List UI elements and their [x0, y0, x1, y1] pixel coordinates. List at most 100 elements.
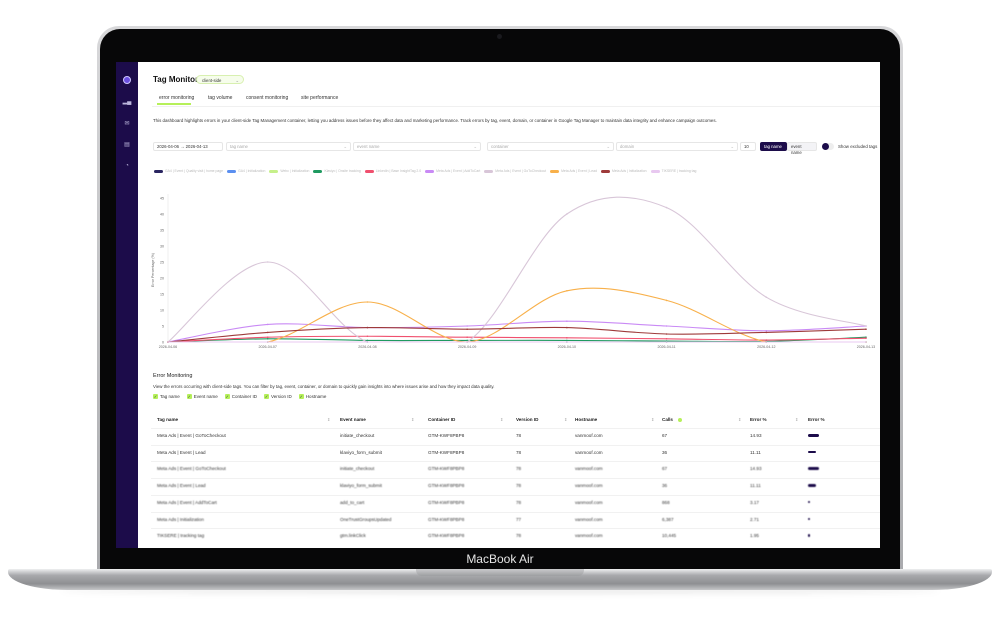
toggle-container-id[interactable]: ✓ Container ID: [224, 394, 258, 400]
legend-item[interactable]: LinkedIn | Base InsightTag 2.0: [364, 169, 421, 173]
show-excluded-toggle[interactable]: [822, 143, 834, 150]
data-point: [366, 326, 369, 329]
cell-version: 77: [516, 516, 522, 522]
cell-container: GTM-KWF8PBP8: [428, 516, 465, 522]
cell-tag: Meta Ads | Initialization: [157, 516, 204, 522]
sort-icon[interactable]: ⇕: [500, 417, 504, 422]
y-tick-label: 45: [160, 196, 164, 200]
col-error-pct[interactable]: Error %: [750, 417, 767, 422]
col-calls[interactable]: Calls: [662, 417, 673, 422]
cell-calls: 10,445: [662, 533, 677, 539]
cell-event: OneTrustGroupsUpdated: [340, 516, 392, 522]
data-point: [566, 213, 568, 215]
data-point: [665, 338, 668, 340]
chart-legend: GA4 | Event | Quality visit | home page G…: [154, 169, 696, 173]
event-name-filter[interactable]: event name ⌄: [353, 142, 481, 151]
legend-swatch: [600, 169, 610, 173]
legend-item[interactable]: Meta Ads | Event | Lead: [550, 169, 597, 173]
tab-tag-volume[interactable]: tag volume: [208, 95, 233, 101]
data-point: [765, 339, 768, 341]
check-icon: ✓: [264, 394, 270, 400]
group-by-tag-name[interactable]: tag name: [760, 142, 787, 151]
legend-swatch: [650, 169, 660, 173]
series-line: [168, 287, 866, 343]
legend-item[interactable]: Meta Ads | Event | GoToCheckout: [484, 169, 546, 173]
legend-item[interactable]: Klaviyo | Onsite tracking: [313, 169, 361, 173]
col-version-id[interactable]: Version ID: [516, 417, 539, 422]
col-hostname[interactable]: Hostname: [575, 417, 598, 422]
col-tag-name[interactable]: Tag name: [157, 417, 179, 422]
tab-site-performance[interactable]: site performance: [301, 95, 339, 101]
col-container-id[interactable]: Container ID: [428, 417, 456, 422]
sort-icon[interactable]: ⇕: [327, 417, 331, 422]
column-toggles: ✓ Tag name ✓ Event name ✓ Container ID ✓ Ver…: [153, 394, 327, 400]
chevron-down-icon: ⌄: [473, 144, 477, 149]
y-axis-label: Error Percentage (%): [151, 253, 155, 287]
error-bar: [808, 434, 819, 437]
sort-icon[interactable]: ⇕: [795, 417, 799, 422]
date-range-picker[interactable]: 2026-04-06 → 2026-04-13: [153, 142, 223, 151]
data-point: [665, 325, 668, 327]
screen: ▂▄ ✉ ▤ ◔ Tag Monitor client-side ⌄ error …: [116, 62, 880, 548]
cell-calls: 67: [662, 433, 668, 438]
mail-icon[interactable]: ✉: [124, 121, 130, 127]
domain-filter[interactable]: domain ⌄: [616, 142, 738, 151]
row-divider: [151, 494, 880, 496]
col-event-name[interactable]: Event name: [340, 417, 366, 422]
legend-swatch: [364, 169, 374, 173]
data-point: [665, 341, 668, 343]
legend-item[interactable]: GA4 | Event | Quality visit | home page: [154, 169, 223, 173]
chevron-down-icon: ⌄: [606, 144, 610, 149]
legend-swatch: [313, 169, 323, 173]
limit-select[interactable]: 10: [740, 142, 756, 151]
cell-error: 14.93: [750, 466, 762, 472]
x-tick-label: 2026-04-11: [658, 345, 676, 349]
data-point: [665, 333, 668, 335]
toggle-hostname[interactable]: ✓ Hostname: [298, 394, 327, 400]
col-error-bar[interactable]: Error %: [808, 417, 825, 422]
gauge-icon[interactable]: ◔: [125, 163, 129, 169]
sort-icon[interactable]: ⇕: [564, 417, 568, 422]
tag-name-filter[interactable]: tag name ⌄: [226, 142, 351, 151]
data-point: [566, 341, 568, 343]
cell-error: 11.11: [750, 483, 761, 489]
cell-calls: 868: [662, 499, 670, 505]
chevron-down-icon: ⌄: [730, 144, 734, 149]
toggle-version-id[interactable]: ✓ Version ID: [264, 394, 292, 400]
row-divider: [151, 511, 880, 513]
legend-item[interactable]: GA4 | Initialization: [227, 169, 265, 173]
clipboard-icon[interactable]: ▤: [124, 142, 130, 148]
section-description: View the errors occurring with client-si…: [153, 384, 495, 389]
cell-error: 2.71: [750, 516, 759, 522]
data-point: [266, 261, 269, 263]
toggle-event-name[interactable]: ✓ Event name: [186, 394, 218, 400]
bar-chart-icon[interactable]: ▂▄: [122, 99, 132, 105]
tab-error-monitoring[interactable]: error monitoring: [159, 95, 195, 101]
tab-consent-monitoring[interactable]: consent monitoring: [246, 95, 289, 101]
data-point: [266, 323, 269, 326]
sort-icon[interactable]: ⇕: [411, 417, 415, 422]
y-tick-label: 10: [160, 308, 164, 312]
cell-host: vanmoof.com: [575, 533, 603, 539]
error-bar: [808, 467, 819, 470]
legend-item[interactable]: Meta Ads | Event | AddToCart: [425, 169, 480, 173]
data-point: [266, 338, 269, 340]
dashboard-description: This dashboard highlights errors in your…: [153, 118, 717, 123]
toggle-tag-name[interactable]: ✓ Tag name: [153, 394, 180, 400]
cell-calls: 6,387: [662, 516, 674, 522]
legend-swatch: [227, 169, 237, 173]
row-divider: [151, 444, 880, 446]
section-title: Error Monitoring: [153, 373, 193, 379]
legend-item[interactable]: Webc | Initialization: [269, 169, 309, 173]
info-icon[interactable]: [678, 418, 682, 422]
container-filter[interactable]: container ⌄: [487, 142, 614, 151]
logo-icon[interactable]: [122, 76, 132, 84]
data-point: [566, 339, 568, 342]
legend-item[interactable]: Meta Ads | Initialization: [600, 169, 647, 173]
sort-icon[interactable]: ⇕: [651, 417, 655, 422]
sort-icon[interactable]: ⇕: [738, 417, 742, 422]
legend-item[interactable]: TIKSERE | tracking tag: [650, 169, 696, 173]
mode-select[interactable]: client-side ⌄: [196, 75, 244, 84]
group-by-event-name[interactable]: event name: [787, 142, 817, 155]
cell-container: GTM-KWF8PBP8: [428, 466, 465, 472]
